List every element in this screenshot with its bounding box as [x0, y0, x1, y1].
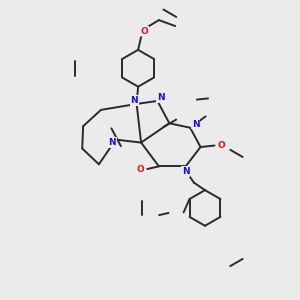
Text: O: O	[140, 27, 148, 36]
Text: O: O	[136, 165, 144, 174]
Text: O: O	[218, 141, 225, 150]
Text: N: N	[192, 120, 199, 129]
Text: N: N	[108, 138, 116, 147]
Text: N: N	[157, 94, 165, 103]
Text: N: N	[182, 167, 190, 176]
Text: N: N	[130, 96, 138, 105]
